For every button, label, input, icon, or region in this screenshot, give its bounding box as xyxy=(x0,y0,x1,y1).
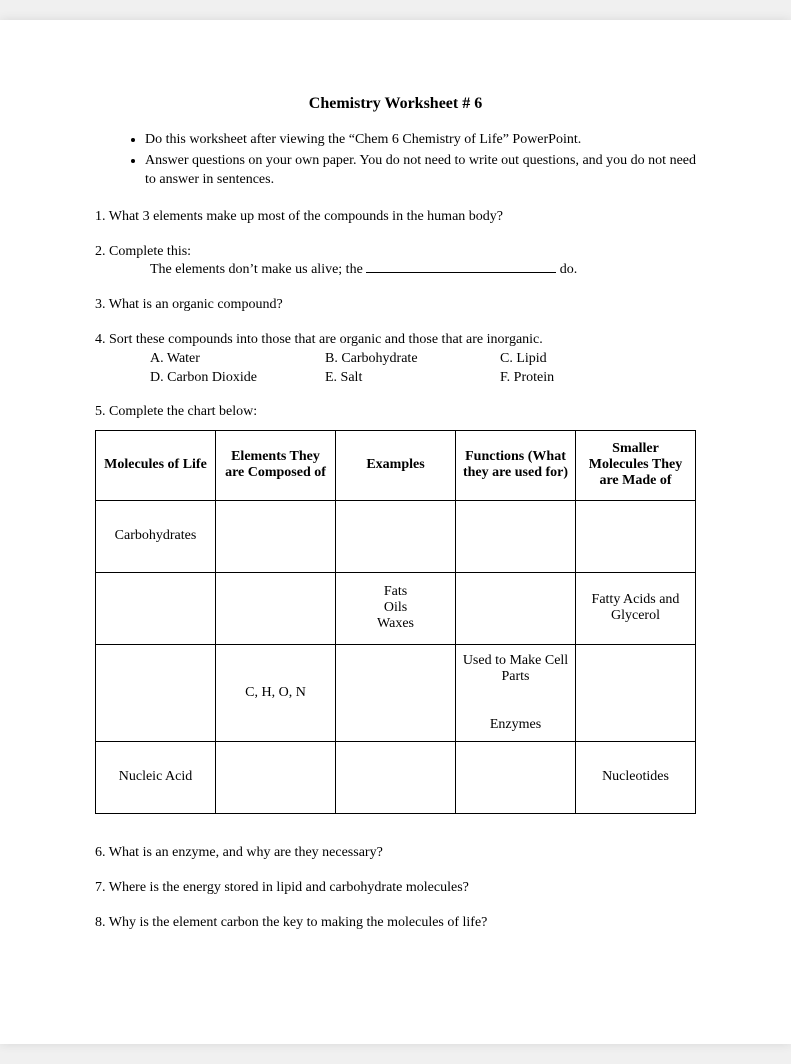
compound-option: B. Carbohydrate xyxy=(325,350,500,369)
table-cell[interactable] xyxy=(576,500,696,572)
table-cell[interactable]: Fatty Acids and Glycerol xyxy=(576,572,696,644)
table-header: Molecules of Life xyxy=(96,430,216,500)
table-cell[interactable] xyxy=(216,572,336,644)
table-cell[interactable] xyxy=(336,741,456,813)
table-header-row: Molecules of Life Elements They are Comp… xyxy=(96,430,696,500)
compound-option: A. Water xyxy=(150,350,325,369)
table-cell[interactable] xyxy=(96,572,216,644)
instructions-list: Do this worksheet after viewing the “Che… xyxy=(145,131,696,190)
table-cell[interactable]: Used to Make Cell PartsEnzymes xyxy=(456,644,576,741)
question-4-lead: 4. Sort these compounds into those that … xyxy=(95,332,543,347)
table-cell[interactable] xyxy=(216,741,336,813)
instruction-item: Answer questions on your own paper. You … xyxy=(145,152,696,190)
table-row: Carbohydrates xyxy=(96,500,696,572)
table-header: Elements They are Composed of xyxy=(216,430,336,500)
compound-option: F. Protein xyxy=(500,369,675,388)
compound-option: C. Lipid xyxy=(500,350,675,369)
table-header: Functions (What they are used for) xyxy=(456,430,576,500)
table-cell[interactable] xyxy=(456,500,576,572)
table-cell[interactable] xyxy=(336,644,456,741)
question-8: 8. Why is the element carbon the key to … xyxy=(95,914,696,933)
table-row: C, H, O, N Used to Make Cell PartsEnzyme… xyxy=(96,644,696,741)
table-cell[interactable] xyxy=(216,500,336,572)
question-2-prefix: The elements don’t make us alive; the xyxy=(150,262,366,277)
table-cell[interactable] xyxy=(456,741,576,813)
compound-option: D. Carbon Dioxide xyxy=(150,369,325,388)
instruction-item: Do this worksheet after viewing the “Che… xyxy=(145,131,696,150)
table-header: Examples xyxy=(336,430,456,500)
question-5-lead: 5. Complete the chart below: xyxy=(95,404,696,420)
table-cell[interactable] xyxy=(96,644,216,741)
table-row: Nucleic Acid Nucleotides xyxy=(96,741,696,813)
table-cell[interactable]: Nucleic Acid xyxy=(96,741,216,813)
table-cell[interactable]: C, H, O, N xyxy=(216,644,336,741)
molecules-chart: Molecules of Life Elements They are Comp… xyxy=(95,430,696,814)
fill-in-blank[interactable] xyxy=(366,272,556,273)
question-6: 6. What is an enzyme, and why are they n… xyxy=(95,844,696,863)
question-2-suffix: do. xyxy=(560,262,578,277)
question-2-lead: 2. Complete this: xyxy=(95,244,191,259)
table-cell[interactable] xyxy=(576,644,696,741)
table-row: FatsOilsWaxes Fatty Acids and Glycerol xyxy=(96,572,696,644)
worksheet-page: Chemistry Worksheet # 6 Do this workshee… xyxy=(0,20,791,1044)
question-1: 1. What 3 elements make up most of the c… xyxy=(95,208,696,227)
table-cell[interactable] xyxy=(456,572,576,644)
question-2: 2. Complete this: The elements don’t mak… xyxy=(95,243,696,281)
table-header: Smaller Molecules They are Made of xyxy=(576,430,696,500)
worksheet-title: Chemistry Worksheet # 6 xyxy=(95,95,696,113)
question-7: 7. Where is the energy stored in lipid a… xyxy=(95,879,696,898)
question-4: 4. Sort these compounds into those that … xyxy=(95,331,696,388)
table-cell[interactable]: Carbohydrates xyxy=(96,500,216,572)
compounds-grid: A. Water B. Carbohydrate C. Lipid D. Car… xyxy=(150,350,696,388)
table-cell[interactable]: FatsOilsWaxes xyxy=(336,572,456,644)
table-cell[interactable]: Nucleotides xyxy=(576,741,696,813)
question-2-sentence: The elements don’t make us alive; the do… xyxy=(150,262,577,277)
compound-option: E. Salt xyxy=(325,369,500,388)
question-3: 3. What is an organic compound? xyxy=(95,296,696,315)
table-cell[interactable] xyxy=(336,500,456,572)
